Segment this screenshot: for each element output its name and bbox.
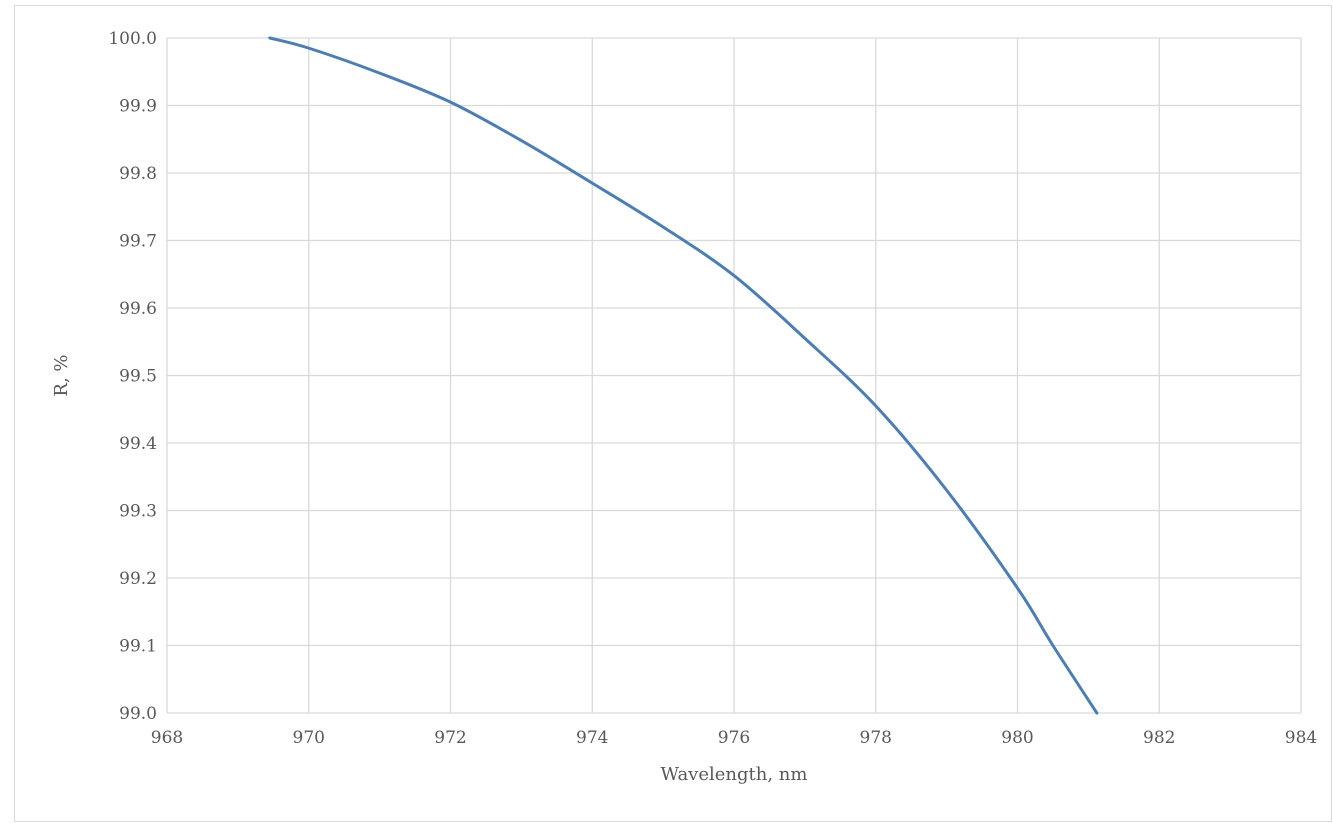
grid bbox=[166, 37, 1302, 714]
y-axis-title: R, % bbox=[51, 354, 72, 396]
x-tick-label: 980 bbox=[1001, 728, 1033, 748]
x-tick-label: 982 bbox=[1143, 728, 1175, 748]
x-tick-label: 972 bbox=[434, 728, 466, 748]
y-axis-ticks: 99.0 99.1 99.2 99.3 99.4 99.5 99.6 99.7 99.8 99.9… bbox=[108, 29, 157, 724]
y-tick-label: 99.1 bbox=[119, 637, 157, 657]
x-axis-ticks: 968 970 972 974 976 978 980 982 984 bbox=[151, 728, 1317, 748]
y-tick-label: 99.0 bbox=[119, 704, 157, 724]
x-tick-label: 976 bbox=[718, 728, 750, 748]
series-line bbox=[268, 36, 1099, 715]
y-tick-label: 99.3 bbox=[119, 502, 157, 522]
chart-area: 99.0 99.1 99.2 99.3 99.4 99.5 99.6 99.7 99.8 99.9… bbox=[14, 5, 1332, 822]
x-tick-label: 984 bbox=[1285, 728, 1317, 748]
chart-svg: 99.0 99.1 99.2 99.3 99.4 99.5 99.6 99.7 99.8 99.9… bbox=[51, 29, 1317, 785]
y-tick-label: 99.2 bbox=[119, 569, 157, 589]
y-tick-label: 99.4 bbox=[119, 434, 157, 454]
series-layer bbox=[268, 36, 1099, 715]
x-tick-label: 978 bbox=[860, 728, 892, 748]
y-tick-label: 99.6 bbox=[119, 299, 157, 319]
x-tick-label: 974 bbox=[576, 728, 608, 748]
y-tick-label: 99.5 bbox=[119, 367, 157, 387]
x-tick-label: 968 bbox=[151, 728, 183, 748]
x-axis-title: Wavelength, nm bbox=[661, 764, 808, 785]
y-tick-label: 99.9 bbox=[119, 97, 157, 117]
y-tick-label: 99.7 bbox=[119, 232, 157, 252]
y-tick-label: 99.8 bbox=[119, 164, 157, 184]
x-tick-label: 970 bbox=[293, 728, 325, 748]
y-tick-label: 100.0 bbox=[108, 29, 157, 49]
